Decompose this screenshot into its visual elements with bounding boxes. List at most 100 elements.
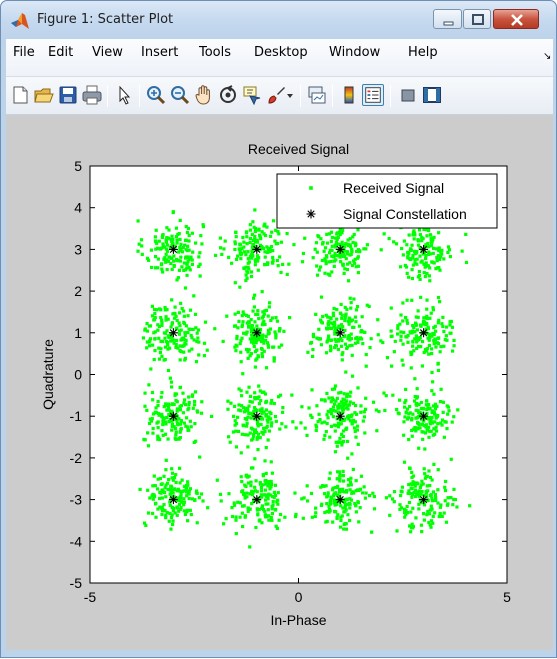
received-point: [184, 338, 188, 343]
received-point: [150, 265, 154, 270]
received-point: [341, 474, 345, 478]
received-point: [178, 481, 182, 485]
received-point: [410, 418, 414, 422]
received-point: [160, 412, 164, 417]
received-point: [441, 400, 445, 404]
rotate-3d-icon[interactable]: [217, 84, 239, 106]
received-point: [345, 262, 350, 266]
received-point: [420, 430, 424, 434]
received-point: [418, 277, 422, 281]
received-point: [178, 422, 183, 426]
zoom-in-icon[interactable]: [145, 84, 167, 106]
open-file-icon[interactable]: [33, 84, 55, 106]
received-point: [277, 395, 281, 399]
received-point: [425, 399, 429, 403]
close-button[interactable]: [493, 9, 539, 29]
received-point: [145, 329, 150, 333]
received-point: [167, 419, 171, 424]
received-point: [182, 309, 186, 313]
maximize-button[interactable]: [463, 9, 491, 29]
new-figure-icon[interactable]: [9, 84, 31, 106]
received-point: [433, 407, 438, 411]
received-point: [257, 317, 261, 321]
received-point: [175, 241, 179, 245]
received-point: [160, 320, 164, 325]
pan-hand-icon[interactable]: [193, 84, 215, 106]
received-point: [184, 224, 188, 229]
received-point: [332, 306, 336, 311]
received-point: [347, 333, 351, 338]
received-point: [356, 501, 360, 505]
received-point: [343, 500, 347, 505]
save-icon[interactable]: [57, 84, 79, 106]
received-point: [156, 477, 160, 481]
insert-colorbar-icon[interactable]: [338, 84, 360, 106]
data-cursor-icon[interactable]: [241, 84, 263, 106]
hide-plot-tools-icon[interactable]: [397, 84, 419, 106]
menu-edit[interactable]: Edit: [48, 45, 74, 60]
received-point: [245, 330, 249, 334]
received-point: [287, 262, 291, 266]
menu-overflow-icon[interactable]: ↘: [543, 51, 552, 62]
received-point: [145, 340, 149, 344]
received-point: [354, 265, 358, 269]
received-point: [272, 359, 276, 363]
received-point: [172, 495, 176, 499]
brush-icon[interactable]: [265, 84, 287, 106]
minimize-button[interactable]: [433, 9, 462, 29]
received-point: [150, 417, 154, 421]
received-point: [415, 262, 419, 266]
received-point: [241, 235, 245, 240]
received-point: [433, 432, 437, 436]
received-point: [427, 252, 431, 256]
menu-desktop[interactable]: Desktop: [254, 45, 308, 60]
received-point: [160, 339, 165, 344]
legend[interactable]: Received Signal Signal Constellation: [276, 173, 498, 229]
menu-insert[interactable]: Insert: [141, 45, 179, 60]
received-point: [254, 525, 258, 530]
received-point: [431, 404, 436, 408]
received-point: [191, 327, 195, 332]
received-point: [347, 414, 351, 418]
menu-tools[interactable]: Tools: [199, 45, 232, 60]
received-point: [170, 241, 175, 245]
received-point: [325, 509, 329, 514]
received-point: [334, 240, 339, 244]
received-point: [415, 328, 420, 332]
received-point: [255, 396, 259, 400]
title-bar[interactable]: Figure 1: Scatter Plot: [1, 1, 556, 39]
received-point: [261, 310, 265, 314]
brush-dropdown-icon[interactable]: [285, 84, 295, 106]
received-point: [179, 496, 183, 500]
received-point: [334, 491, 338, 495]
menu-help[interactable]: Help: [408, 45, 438, 60]
received-point: [262, 349, 266, 353]
received-point: [431, 308, 436, 312]
received-point: [168, 376, 172, 380]
show-plot-tools-icon[interactable]: [421, 84, 443, 106]
received-point: [332, 254, 336, 258]
received-point: [160, 391, 164, 395]
received-point: [252, 500, 256, 504]
edit-plot-arrow-icon[interactable]: [113, 84, 135, 106]
received-point: [410, 243, 414, 247]
insert-legend-icon[interactable]: [362, 84, 384, 106]
link-plot-icon[interactable]: [306, 84, 328, 106]
received-point: [328, 502, 333, 506]
received-point: [240, 336, 244, 340]
zoom-out-icon[interactable]: [169, 84, 191, 106]
print-icon[interactable]: [81, 84, 103, 106]
received-point: [186, 330, 190, 335]
received-point: [177, 268, 182, 272]
menu-window[interactable]: Window: [329, 45, 381, 60]
received-point: [410, 298, 414, 302]
menu-file[interactable]: File: [13, 45, 35, 60]
plot-area[interactable]: [89, 165, 508, 584]
received-point: [421, 482, 425, 486]
received-point: [269, 417, 273, 421]
received-point: [422, 320, 427, 324]
received-point: [422, 467, 426, 471]
menu-view[interactable]: View: [92, 45, 123, 60]
received-point: [390, 334, 394, 338]
received-point: [299, 421, 303, 425]
